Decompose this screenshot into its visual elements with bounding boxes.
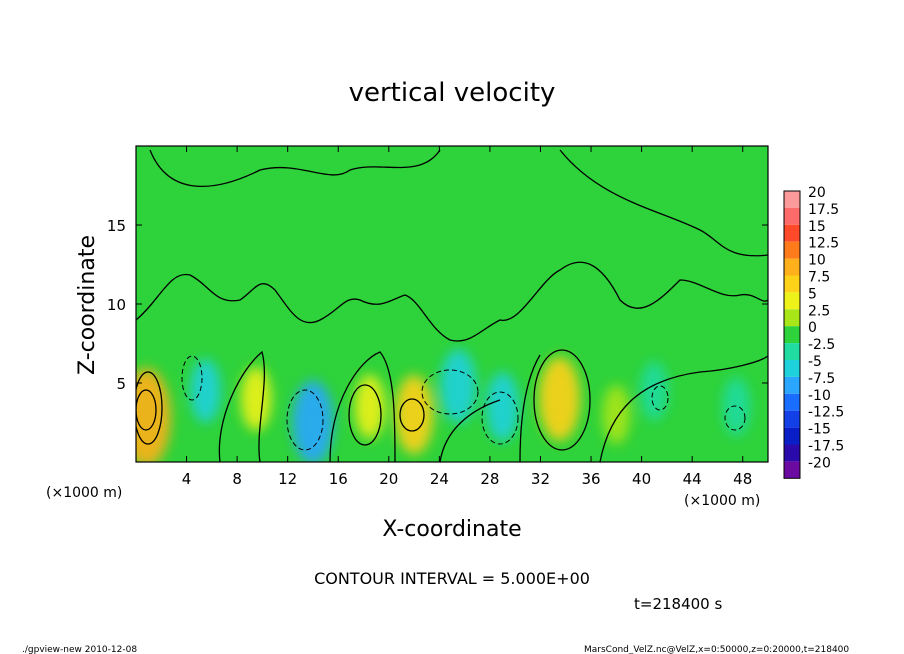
- contour-interval-label: CONTOUR INTERVAL = 5.000E+00: [314, 569, 590, 588]
- x-tick-label: 20: [379, 470, 398, 488]
- x-tick-label: 32: [531, 470, 550, 488]
- heatmap-feature-7: [485, 372, 520, 442]
- y-unit-note: (×1000 m): [46, 485, 122, 501]
- colorbar-frame: [783, 190, 801, 479]
- colorbar-label: 5: [808, 286, 817, 302]
- colorbar: 2017.51512.5107.552.50-2.5-5-7.5-10-12.5…: [783, 185, 844, 479]
- colorbar-label: 10: [808, 253, 826, 269]
- colorbar-swatch: [784, 343, 800, 360]
- x-tick-label: 8: [232, 470, 242, 488]
- chart-title: vertical velocity: [349, 78, 556, 108]
- footer-right: MarsCond_VelZ.nc@VelZ,x=0:50000,z=0:2000…: [584, 645, 849, 654]
- x-tick-label: 4: [182, 470, 192, 488]
- heatmap-feature-0: [136, 368, 171, 462]
- y-tick-label: 15: [107, 217, 126, 235]
- time-label: t=218400 s: [634, 595, 722, 613]
- x-ticks: 4 8 12 16 20 24 28 32 36 40 44 48: [182, 146, 752, 488]
- colorbar-label: 7.5: [808, 270, 830, 286]
- x-axis-label: X-coordinate: [382, 517, 521, 542]
- colorbar-swatch: [784, 191, 800, 208]
- x-tick-label: 36: [581, 470, 600, 488]
- y-tick-label: 10: [107, 296, 126, 314]
- colorbar-label: 12.5: [808, 236, 839, 252]
- colorbar-swatch: [784, 376, 800, 394]
- contour-lines: [136, 149, 768, 462]
- colorbar-label: 20: [808, 185, 826, 201]
- heatmap-feature-6: [440, 349, 477, 424]
- colorbar-swatch: [784, 275, 800, 293]
- x-tick-label: 16: [329, 470, 348, 488]
- colorbar-swatch: [784, 292, 800, 310]
- colorbar-label: -15: [808, 422, 831, 438]
- heatmap-feature-3: [292, 380, 334, 462]
- colorbar-label: 17.5: [808, 202, 839, 218]
- y-ticks: 5 10 15: [107, 217, 768, 393]
- heatmap-feature-8: [538, 356, 581, 441]
- heatmap-feature-10: [722, 377, 751, 437]
- colorbar-swatch: [784, 461, 800, 479]
- colorbar-swatch: [784, 427, 800, 445]
- colorbar-swatch: [784, 444, 800, 462]
- colorbar-swatch: [784, 258, 800, 276]
- colorbar-label: -17.5: [808, 439, 844, 455]
- heatmap-features: [136, 349, 751, 462]
- x-tick-label: 40: [632, 470, 651, 488]
- colorbar-swatch: [784, 241, 800, 259]
- heatmap-feature-11: [602, 385, 631, 445]
- colorbar-swatch: [784, 393, 800, 411]
- heatmap-feature-5: [394, 375, 434, 455]
- colorbar-swatch: [784, 360, 800, 377]
- x-tick-label: 12: [278, 470, 297, 488]
- x-tick-label: 28: [480, 470, 499, 488]
- x-tick-label: 24: [430, 470, 449, 488]
- colorbar-label: -2.5: [808, 337, 835, 353]
- y-tick-label: 5: [116, 375, 126, 393]
- heatmap-feature-2: [240, 366, 272, 431]
- colorbar-label: -12.5: [808, 405, 844, 421]
- footer-left: ./gpview-new 2010-12-08: [22, 645, 137, 654]
- colorbar-label: 0: [808, 320, 817, 336]
- colorbar-swatch: [784, 224, 800, 242]
- colorbar-label: 15: [808, 219, 826, 235]
- heatmap-feature-9: [640, 361, 669, 421]
- colorbar-label: -5: [808, 354, 822, 370]
- colorbar-label: -20: [808, 455, 831, 471]
- heatmap-feature-1: [190, 358, 221, 423]
- colorbar-label: -10: [808, 388, 831, 404]
- heatmap-feature-4: [354, 374, 386, 439]
- x-tick-label: 48: [733, 470, 752, 488]
- colorbar-swatch: [784, 410, 800, 428]
- colorbar-label: -7.5: [808, 371, 835, 387]
- colorbar-swatch: [784, 207, 800, 225]
- negative-contour-lines: [181, 355, 746, 451]
- y-axis-label: Z-coordinate: [75, 235, 100, 375]
- colorbar-swatch: [784, 309, 800, 327]
- colorbar-label: 2.5: [808, 303, 830, 319]
- colorbar-swatch: [784, 326, 800, 344]
- x-unit-note: (×1000 m): [684, 493, 760, 509]
- x-tick-label: 44: [683, 470, 702, 488]
